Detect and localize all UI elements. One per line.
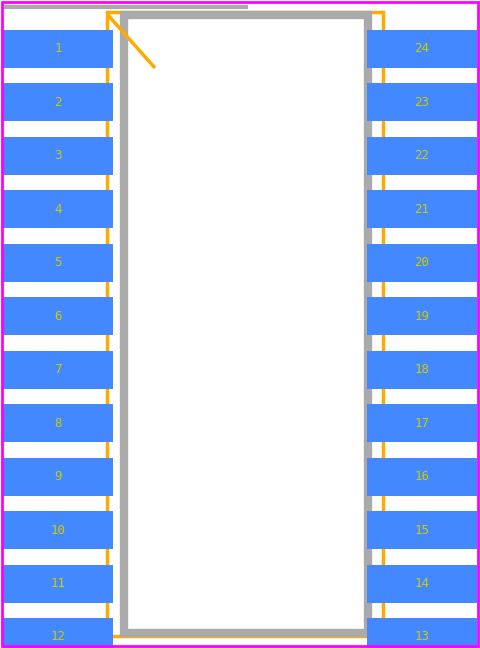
Text: 23: 23 [415, 96, 430, 109]
Text: 13: 13 [415, 631, 430, 643]
Bar [367, 457, 477, 496]
Text: 2: 2 [54, 96, 62, 109]
Bar [107, 12, 383, 636]
Bar [367, 564, 477, 603]
Bar [367, 297, 477, 335]
Text: 16: 16 [415, 470, 430, 483]
Text: 22: 22 [415, 150, 430, 163]
Bar [3, 137, 113, 175]
Bar [3, 618, 113, 648]
Bar [367, 137, 477, 175]
Text: 8: 8 [54, 417, 62, 430]
Text: 21: 21 [415, 203, 430, 216]
Bar [367, 618, 477, 648]
Text: 5: 5 [54, 257, 62, 270]
Text: 1: 1 [54, 43, 62, 56]
Text: 12: 12 [50, 631, 65, 643]
Text: 17: 17 [415, 417, 430, 430]
Text: 10: 10 [50, 524, 65, 537]
Bar [3, 244, 113, 282]
Text: 19: 19 [415, 310, 430, 323]
Bar [367, 404, 477, 442]
Bar [3, 404, 113, 442]
Bar [3, 511, 113, 549]
Bar [3, 457, 113, 496]
Bar [3, 564, 113, 603]
Bar [3, 30, 113, 68]
Bar [3, 351, 113, 389]
Bar [3, 191, 113, 228]
Bar [367, 511, 477, 549]
Bar [367, 30, 477, 68]
Text: 20: 20 [415, 257, 430, 270]
Bar [367, 191, 477, 228]
Bar [367, 351, 477, 389]
Text: 15: 15 [415, 524, 430, 537]
Text: 18: 18 [415, 364, 430, 376]
Text: 3: 3 [54, 150, 62, 163]
Bar [367, 244, 477, 282]
Text: 7: 7 [54, 364, 62, 376]
Bar [3, 297, 113, 335]
Text: 4: 4 [54, 203, 62, 216]
Bar [124, 15, 368, 633]
Text: 11: 11 [50, 577, 65, 590]
Bar [3, 84, 113, 121]
Bar [367, 84, 477, 121]
Text: 9: 9 [54, 470, 62, 483]
Text: 14: 14 [415, 577, 430, 590]
Text: 24: 24 [415, 43, 430, 56]
Text: 6: 6 [54, 310, 62, 323]
